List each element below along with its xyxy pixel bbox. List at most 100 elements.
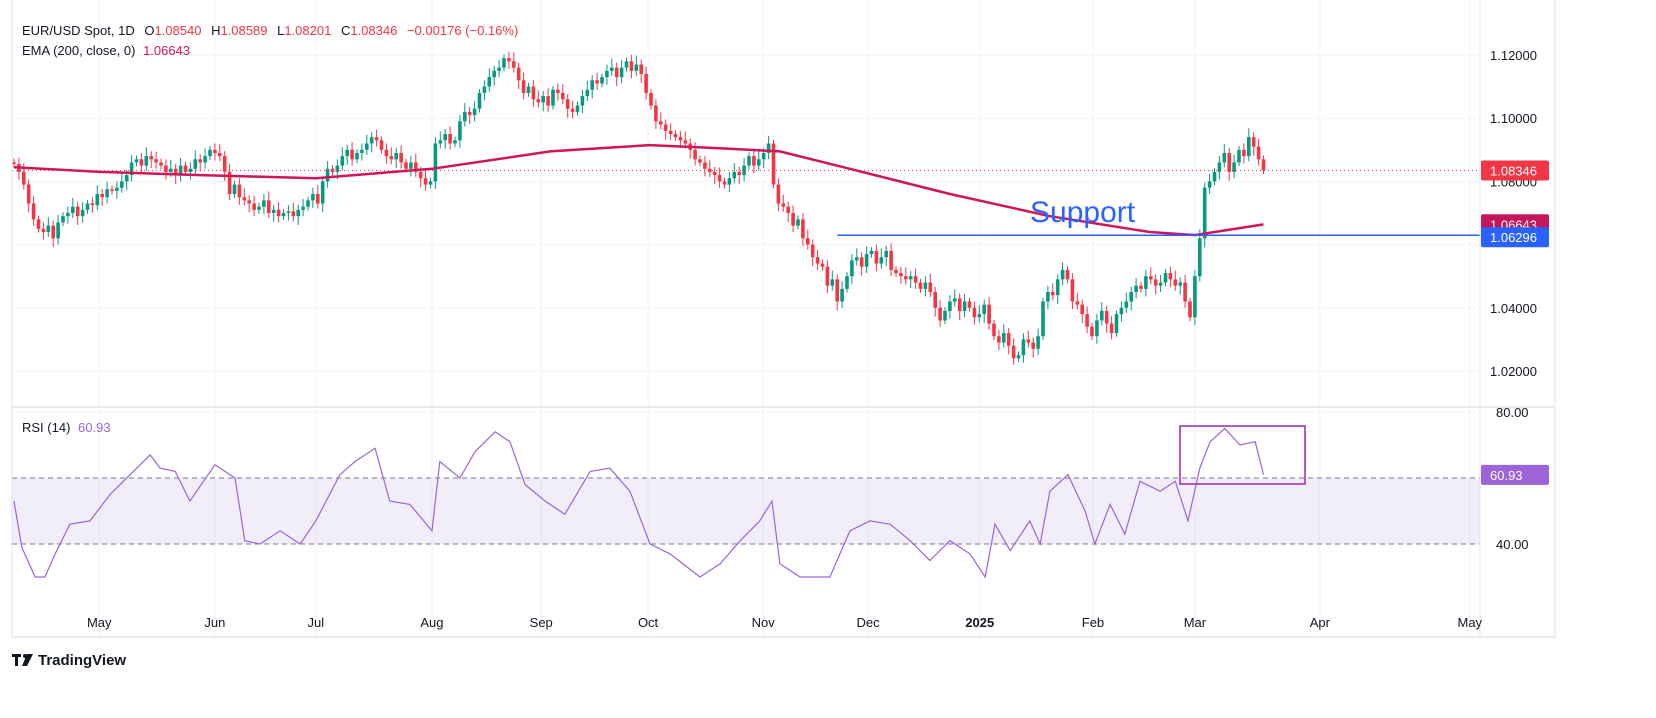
candle-body [982, 304, 986, 315]
candle-body [22, 171, 26, 185]
candle-body [1188, 301, 1192, 318]
time-tick-label: 2025 [965, 615, 994, 630]
candle-body [659, 121, 663, 125]
candle-body [575, 105, 580, 112]
candle [1016, 351, 1021, 363]
candle [492, 65, 496, 86]
candle-body [1256, 146, 1261, 160]
candle-body [1251, 137, 1256, 147]
candle-body [1031, 342, 1035, 349]
price-tick-label: 1.04000 [1490, 301, 1537, 316]
candle [712, 166, 717, 184]
candle [1006, 328, 1011, 355]
candle [1036, 328, 1040, 356]
candle [267, 191, 271, 219]
candle-body [595, 80, 599, 84]
candle [100, 188, 104, 207]
candle [325, 161, 330, 188]
candle [1212, 168, 1217, 186]
candle [835, 274, 839, 311]
candle-body [678, 137, 683, 141]
candle-body [365, 143, 369, 150]
candle [311, 187, 315, 208]
tradingview-logo[interactable]: TradingView [12, 652, 126, 669]
candle [1183, 274, 1187, 308]
candle-body [1178, 282, 1182, 286]
last-price-tag: 1.08346 [1490, 163, 1537, 178]
candle-body [159, 162, 163, 166]
candle [345, 144, 349, 165]
rsi-line [13, 427, 1265, 579]
candle-body [105, 189, 109, 198]
candle-body [188, 168, 193, 172]
candle-body [825, 266, 830, 286]
candle [487, 68, 492, 92]
candle-body [482, 86, 487, 93]
candle [12, 158, 16, 168]
candle-body [360, 149, 364, 153]
candle [164, 159, 168, 180]
price-tick-label: 1.12000 [1490, 48, 1537, 63]
candle [953, 289, 957, 307]
candle-body [124, 175, 129, 182]
candle-body [384, 149, 389, 157]
candle [943, 307, 947, 325]
candle [977, 305, 982, 323]
candle-body [923, 282, 928, 289]
low-label: L [277, 23, 284, 38]
candle [747, 152, 751, 170]
candle-body [516, 67, 521, 81]
candle [507, 51, 511, 69]
candle [894, 266, 898, 277]
candle-body [404, 162, 408, 169]
candle-body [222, 156, 227, 172]
rsi-axis[interactable]: 80.00 40.00 [1496, 405, 1529, 552]
candle [1237, 146, 1241, 167]
candle-body [1168, 273, 1173, 280]
candle-body [1075, 301, 1080, 305]
candle [561, 84, 565, 105]
candle [1256, 139, 1261, 166]
candle-body [1060, 269, 1065, 280]
high-label: H [211, 23, 220, 38]
ema-legend: EMA (200, close, 0) 1.06643 [22, 43, 190, 58]
candle-body [85, 203, 90, 210]
candle-body [355, 152, 359, 160]
candle-body [899, 273, 903, 277]
time-axis[interactable]: May Jun Jul Aug Sep Oct Nov Dec 2025 Feb Mar Apr May [87, 615, 1483, 630]
low-value: 1.08201 [284, 23, 331, 38]
candle [193, 150, 198, 174]
candle [1051, 283, 1055, 301]
candle-body [267, 200, 271, 213]
candle [1134, 278, 1138, 299]
candle [869, 247, 874, 258]
candle-body [977, 314, 982, 318]
candle-body [1222, 152, 1227, 163]
candle [1139, 281, 1143, 293]
candle-body [379, 140, 384, 150]
candle-body [663, 124, 668, 131]
candle-body [835, 279, 839, 302]
candle-body [962, 301, 967, 311]
candle [1085, 306, 1089, 334]
candle-body [443, 134, 447, 141]
candle-body [693, 149, 697, 160]
candle-body [1242, 149, 1246, 157]
candle [252, 195, 256, 217]
candle-body [26, 184, 31, 204]
candle-body [374, 137, 379, 141]
candle-body [247, 200, 251, 204]
candle [1261, 155, 1266, 175]
candle-body [281, 213, 286, 217]
candle [1198, 229, 1202, 282]
candle [1149, 267, 1153, 285]
candle-body [889, 250, 893, 270]
candle-body [169, 168, 173, 172]
candle [595, 72, 599, 90]
candle-body [845, 276, 849, 289]
candle [879, 248, 884, 269]
candle-body [673, 134, 678, 138]
candle [350, 142, 354, 166]
